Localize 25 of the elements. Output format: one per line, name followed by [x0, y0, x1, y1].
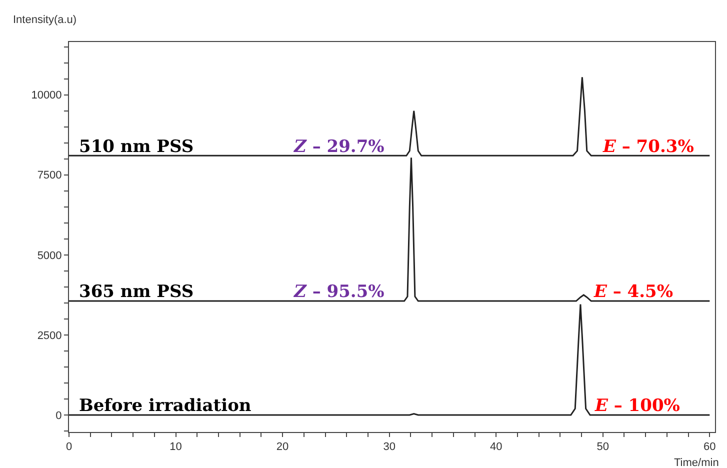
x-tick-label: 10	[170, 441, 182, 454]
y-tick-label: 5000	[37, 250, 62, 262]
line-series	[69, 303, 710, 416]
line-series	[69, 156, 710, 302]
annotation: E – 4.5%	[593, 282, 674, 302]
x-tick-label: 60	[704, 441, 716, 454]
y-tick-label: 0	[56, 410, 62, 422]
y-tick-label: 7500	[37, 170, 62, 182]
y-axis-title: Intensity(a.u)	[13, 14, 77, 26]
series-label: 365 nm PSS	[79, 282, 194, 302]
y-tick-label: 10000	[31, 90, 62, 102]
x-tick-label: 20	[276, 441, 289, 454]
x-tick-label: 0	[66, 441, 72, 454]
series-label: 510 nm PSS	[79, 137, 194, 157]
series-label: Before irradiation	[79, 396, 252, 416]
y-tick-label: 2500	[37, 330, 62, 342]
x-tick-label: 40	[490, 441, 502, 454]
annotation: E – 100%	[594, 396, 680, 416]
line-series	[69, 76, 710, 156]
annotation: Z – 29.7%	[293, 137, 384, 157]
annotation: Z – 95.5%	[293, 282, 384, 302]
x-axis-title: Time/min	[674, 457, 719, 468]
x-tick-label: 30	[383, 441, 396, 454]
annotation: E – 70.3%	[602, 137, 694, 157]
x-tick-label: 50	[596, 441, 610, 454]
